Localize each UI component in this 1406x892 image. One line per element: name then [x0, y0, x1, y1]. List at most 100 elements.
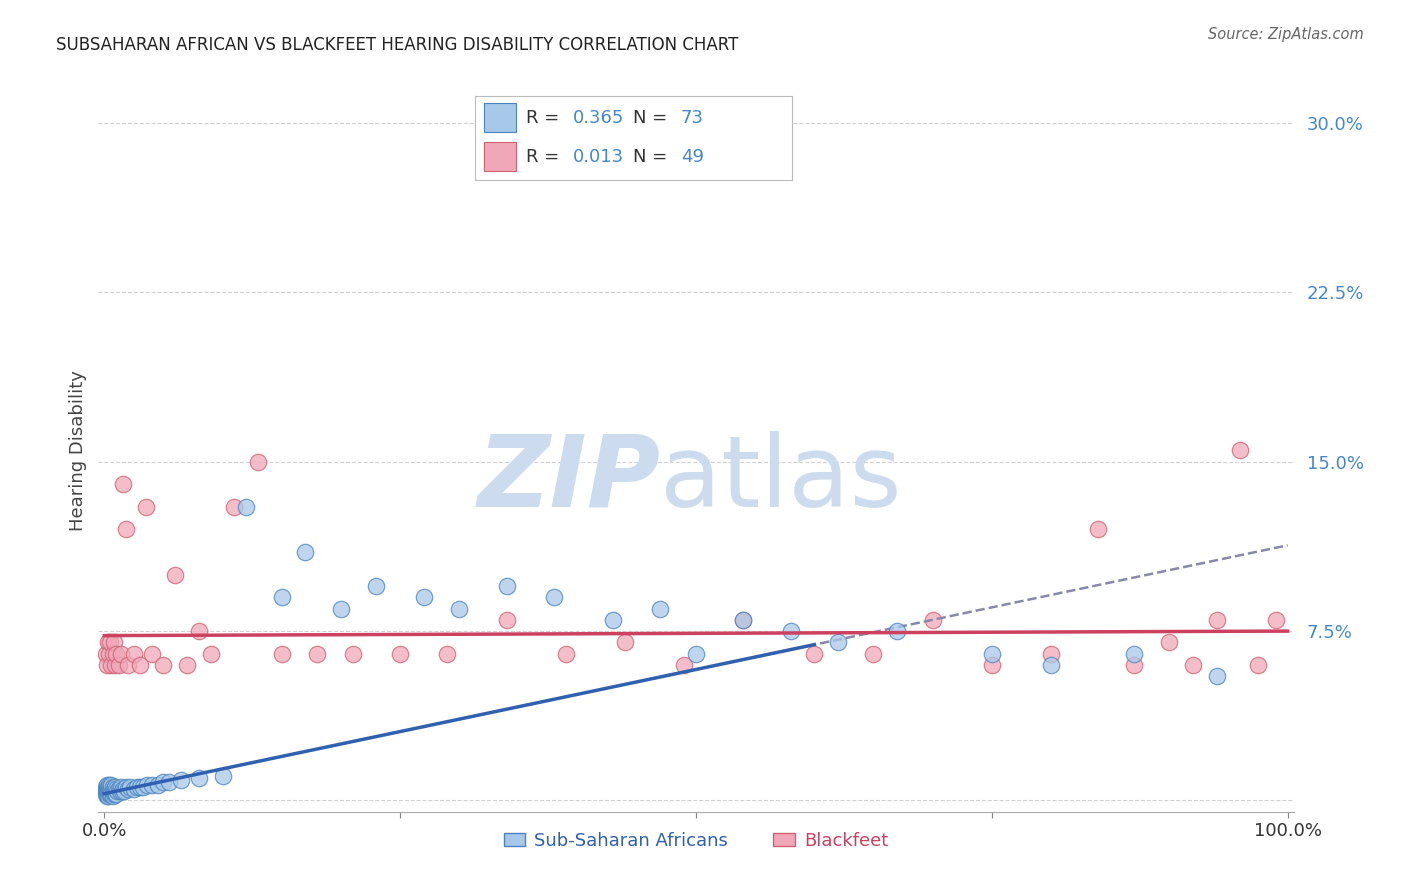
Point — [1205, 613, 1227, 627]
Point — [114, 784, 136, 798]
Point — [98, 647, 121, 661]
Point — [94, 647, 117, 661]
Point — [366, 579, 388, 593]
Point — [98, 787, 121, 801]
Point — [307, 647, 329, 661]
Point — [980, 647, 1002, 661]
Point — [97, 780, 120, 794]
Point — [141, 778, 163, 792]
Point — [200, 647, 222, 661]
Point — [101, 780, 124, 794]
Point — [94, 787, 117, 801]
Point — [342, 647, 364, 661]
Point — [1229, 443, 1251, 458]
Point — [543, 591, 565, 605]
Text: Source: ZipAtlas.com: Source: ZipAtlas.com — [1208, 27, 1364, 42]
Point — [94, 782, 117, 797]
Text: SUBSAHARAN AFRICAN VS BLACKFEET HEARING DISABILITY CORRELATION CHART: SUBSAHARAN AFRICAN VS BLACKFEET HEARING … — [56, 36, 738, 54]
Point — [96, 782, 118, 797]
Point — [101, 789, 124, 803]
Point — [412, 591, 434, 605]
Point — [733, 613, 755, 627]
Point — [188, 771, 211, 785]
Point — [136, 778, 159, 792]
Point — [105, 787, 128, 801]
Point — [100, 787, 122, 801]
Point — [117, 782, 139, 797]
Point — [112, 782, 135, 797]
Point — [146, 778, 169, 792]
Point — [103, 787, 125, 801]
Point — [685, 647, 707, 661]
Point — [96, 778, 118, 792]
Point — [1039, 657, 1062, 672]
Point — [436, 647, 458, 661]
Point — [96, 657, 118, 672]
Point — [235, 500, 257, 514]
Point — [803, 647, 825, 661]
Point — [650, 601, 672, 615]
Point — [96, 787, 118, 801]
Point — [1247, 657, 1270, 672]
Point — [170, 773, 193, 788]
Point — [157, 775, 180, 789]
Point — [1159, 635, 1181, 649]
Point — [97, 782, 120, 797]
Point — [135, 500, 157, 514]
Point — [122, 647, 145, 661]
Point — [1181, 657, 1204, 672]
Point — [779, 624, 801, 639]
Point — [103, 782, 125, 797]
Point — [103, 635, 125, 649]
Text: atlas: atlas — [661, 431, 901, 528]
Point — [602, 613, 624, 627]
Point — [554, 647, 576, 661]
Point — [1122, 657, 1144, 672]
Point — [94, 780, 117, 794]
Point — [1039, 647, 1062, 661]
Point — [97, 789, 120, 803]
Point — [330, 601, 353, 615]
Point — [980, 657, 1002, 672]
Point — [294, 545, 316, 559]
Point — [862, 647, 884, 661]
Text: ZIP: ZIP — [477, 431, 661, 528]
Point — [128, 657, 150, 672]
Point — [141, 647, 163, 661]
Point — [100, 778, 122, 792]
Point — [122, 782, 145, 797]
Point — [120, 780, 142, 794]
Point — [105, 782, 128, 797]
Point — [105, 647, 128, 661]
Point — [110, 780, 132, 794]
Point — [1122, 647, 1144, 661]
Point — [117, 657, 139, 672]
Point — [96, 789, 118, 803]
Point — [495, 579, 517, 593]
Point — [224, 500, 246, 514]
Point — [270, 591, 292, 605]
Point — [101, 784, 124, 798]
Point — [152, 657, 174, 672]
Point — [673, 657, 696, 672]
Point — [107, 782, 129, 797]
Point — [97, 635, 120, 649]
Point — [98, 782, 121, 797]
Point — [110, 647, 132, 661]
Point — [104, 787, 127, 801]
Point — [389, 647, 412, 661]
Point — [108, 784, 131, 798]
Point — [921, 613, 943, 627]
Point — [127, 780, 149, 794]
Point — [105, 784, 128, 798]
Point — [104, 657, 127, 672]
Point — [188, 624, 211, 639]
Point — [98, 782, 121, 797]
Point — [165, 567, 187, 582]
Point — [176, 657, 198, 672]
Point — [449, 601, 471, 615]
Point — [98, 787, 121, 801]
Point — [98, 780, 121, 794]
Point — [97, 784, 120, 798]
Point — [1205, 669, 1227, 683]
